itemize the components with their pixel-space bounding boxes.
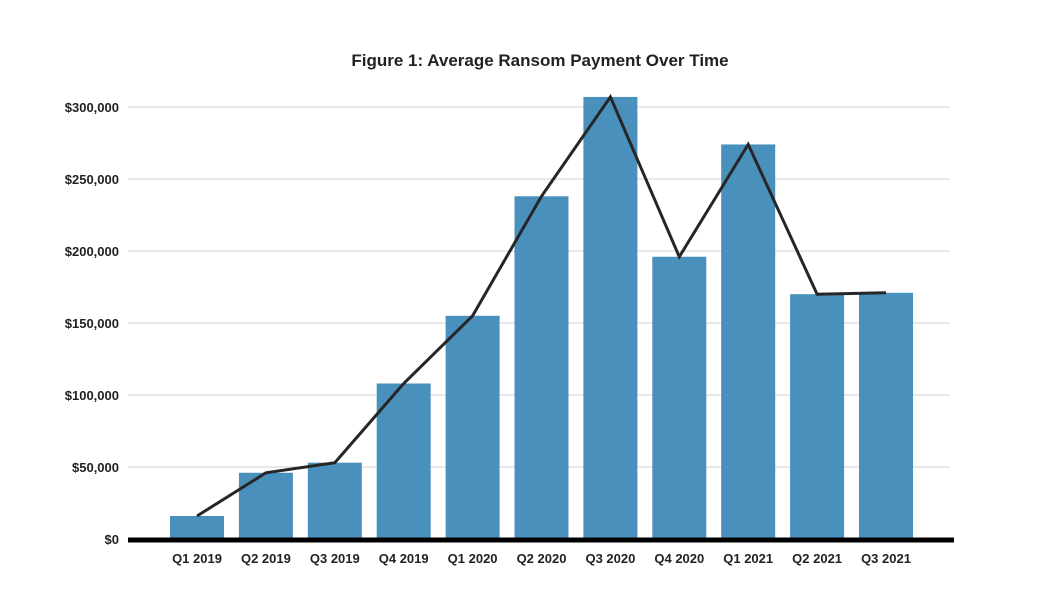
y-tick-label: $50,000 <box>72 460 119 475</box>
chart-title: Figure 1: Average Ransom Payment Over Ti… <box>351 51 728 70</box>
x-axis-ticks: Q1 2019 Q2 2019 Q3 2019 Q4 2019 Q1 2020 Q2 20… <box>172 551 911 566</box>
y-tick-label: $0 <box>105 532 119 547</box>
bars <box>170 96 913 540</box>
y-tick-label: $200,000 <box>65 244 119 259</box>
bar <box>514 196 569 539</box>
trend-line <box>196 93 887 518</box>
x-tick-label: Q4 2019 <box>379 551 429 566</box>
bar <box>790 294 845 539</box>
x-tick-label: Q2 2021 <box>792 551 842 566</box>
x-tick-label: Q4 2020 <box>654 551 704 566</box>
x-tick-label: Q2 2020 <box>517 551 567 566</box>
bar <box>652 256 707 539</box>
x-tick-label: Q3 2020 <box>585 551 635 566</box>
x-tick-label: Q3 2019 <box>310 551 360 566</box>
y-tick-label: $150,000 <box>65 316 119 331</box>
x-tick-label: Q1 2021 <box>723 551 773 566</box>
bar <box>376 383 431 539</box>
bar <box>445 315 500 539</box>
y-axis-ticks: $0 $50,000 $100,000 $150,000 $200,000 $250,00… <box>65 100 119 547</box>
x-tick-label: Q3 2021 <box>861 551 911 566</box>
y-tick-label: $300,000 <box>65 100 119 115</box>
bar <box>859 292 913 539</box>
x-tick-label: Q1 2020 <box>448 551 498 566</box>
bar <box>238 472 293 539</box>
y-tick-label: $250,000 <box>65 172 119 187</box>
bar <box>307 462 362 539</box>
bar <box>721 144 776 539</box>
x-tick-label: Q1 2019 <box>172 551 222 566</box>
bar <box>583 96 638 540</box>
trend-line-path <box>196 93 887 518</box>
y-tick-label: $100,000 <box>65 388 119 403</box>
bar <box>170 515 224 539</box>
x-tick-label: Q2 2019 <box>241 551 291 566</box>
